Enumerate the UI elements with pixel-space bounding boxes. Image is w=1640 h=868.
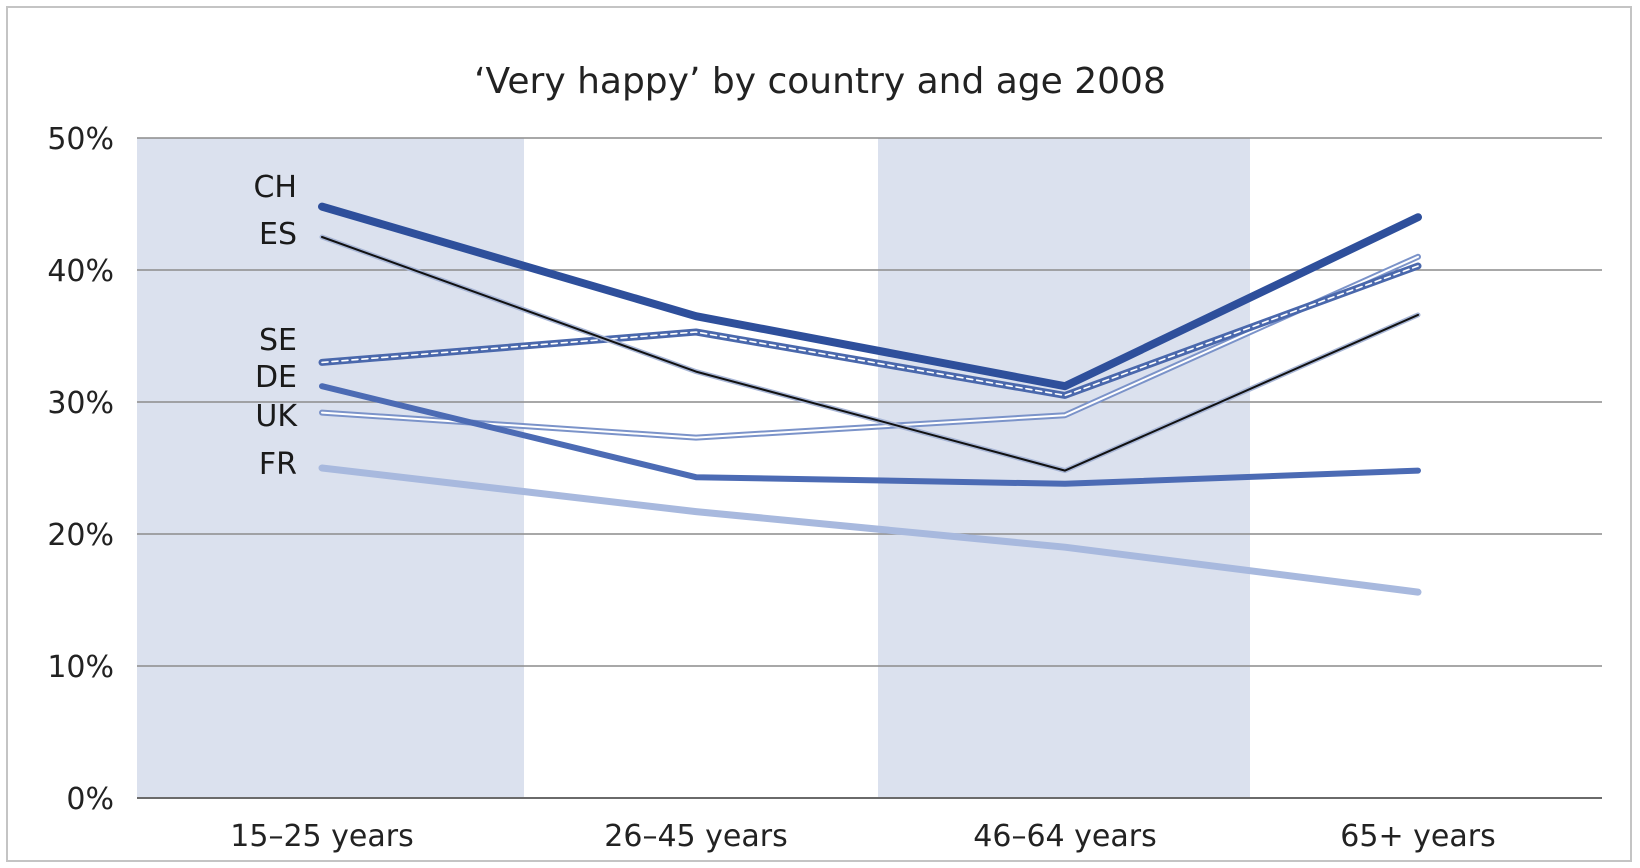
- series-label-es: ES: [259, 217, 297, 252]
- x-tick-label: 15–25 years: [230, 819, 413, 854]
- series-line-inner-se: [321, 265, 1419, 397]
- x-tick-label: 26–45 years: [604, 819, 787, 854]
- series-de: [319, 383, 1421, 487]
- y-axis-ticks: 0% 10% 20% 30% 40% 50%: [47, 122, 114, 817]
- y-tick-label: 40%: [47, 254, 114, 289]
- x-axis-ticks: 15–25 years 26–45 years 46–64 years 65+ yea…: [230, 819, 1495, 854]
- series-line-fr: [318, 464, 1422, 596]
- series-line-inner-uk: [321, 255, 1419, 439]
- series-label-de: DE: [255, 360, 297, 395]
- series-label-ch: CH: [253, 170, 297, 205]
- series-line-de: [319, 383, 1421, 487]
- x-tick-label: 65+ years: [1340, 819, 1495, 854]
- series-lines: [318, 202, 1422, 596]
- series-uk: [319, 253, 1421, 441]
- x-tick-label: 46–64 years: [973, 819, 1156, 854]
- y-tick-label: 0%: [66, 782, 114, 817]
- series-label-uk: UK: [255, 399, 298, 434]
- chart-title: ‘Very happy’ by country and age 2008: [474, 61, 1166, 102]
- series-label-fr: FR: [259, 447, 297, 482]
- series-se: [318, 262, 1422, 399]
- series-line-ch: [318, 202, 1422, 391]
- y-tick-label: 50%: [47, 122, 114, 157]
- series-fr: [318, 464, 1422, 596]
- series-line-es: [321, 236, 1419, 472]
- y-tick-label: 20%: [47, 518, 114, 553]
- y-tick-label: 30%: [47, 386, 114, 421]
- series-ch: [318, 202, 1422, 391]
- y-tick-label: 10%: [47, 650, 114, 685]
- shaded-bands: [137, 138, 1250, 798]
- series-es: [319, 234, 1421, 474]
- series-label-se: SE: [259, 323, 297, 358]
